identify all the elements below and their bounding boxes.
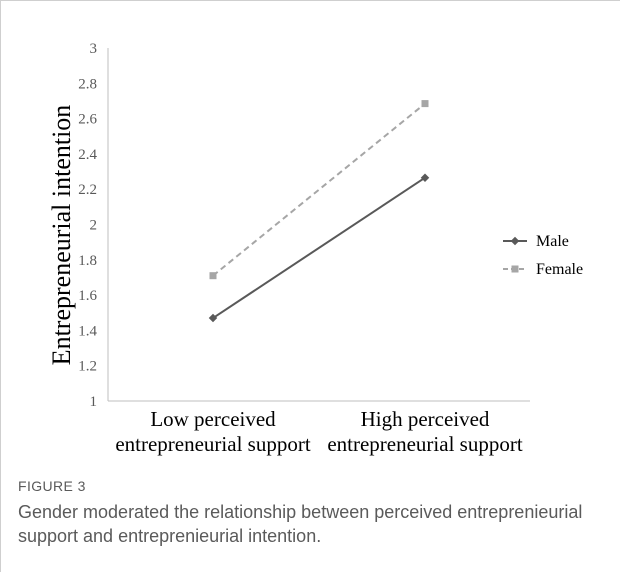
y-tick-label: 1.6 bbox=[78, 288, 97, 304]
y-tick-label: 1.4 bbox=[78, 323, 97, 339]
line-chart: 1 1.2 1.4 1.6 1.8 2 2.2 2.4 2.6 2.8 3 Entrepreneur… bbox=[47, 41, 583, 456]
y-tick-labels: 1 1.2 1.4 1.6 1.8 2 2.2 2.4 2.6 2.8 3 bbox=[78, 41, 97, 410]
y-tick-label: 2.2 bbox=[78, 182, 97, 198]
y-tick-label: 1 bbox=[90, 394, 98, 410]
series-group bbox=[208, 100, 430, 323]
y-tick-label: 2.6 bbox=[78, 112, 97, 128]
data-point-male bbox=[208, 313, 218, 323]
x-category-labels: Low perceived entrepreneurial support High… bbox=[115, 407, 523, 456]
y-tick-label: 2.4 bbox=[78, 147, 97, 163]
y-tick-label: 1.8 bbox=[78, 253, 97, 269]
legend-marker-male bbox=[510, 236, 520, 246]
y-tick-label: 2 bbox=[90, 218, 98, 234]
y-tick-label: 1.2 bbox=[78, 359, 97, 375]
legend-marker-female bbox=[511, 265, 519, 273]
legend: Male Female bbox=[503, 233, 583, 278]
data-point-male bbox=[420, 173, 430, 182]
figure-label: FIGURE 3 bbox=[18, 478, 86, 494]
y-tick-label: 2.8 bbox=[78, 76, 97, 92]
series-line-female bbox=[212, 102, 426, 277]
x-category-label: Low perceived entrepreneurial support bbox=[115, 407, 311, 456]
y-tick-label: 3 bbox=[90, 41, 98, 57]
x-category-label: High perceived entrepreneurial support bbox=[327, 407, 523, 456]
figure-caption: Gender moderated the relationship betwee… bbox=[18, 502, 583, 546]
legend-label-female: Female bbox=[536, 261, 583, 278]
y-axis-title: Entrepreneurial intention bbox=[47, 105, 76, 366]
series-line-male bbox=[212, 176, 426, 319]
data-point-female bbox=[209, 272, 217, 280]
legend-label-male: Male bbox=[536, 233, 569, 250]
data-point-female bbox=[421, 100, 429, 108]
